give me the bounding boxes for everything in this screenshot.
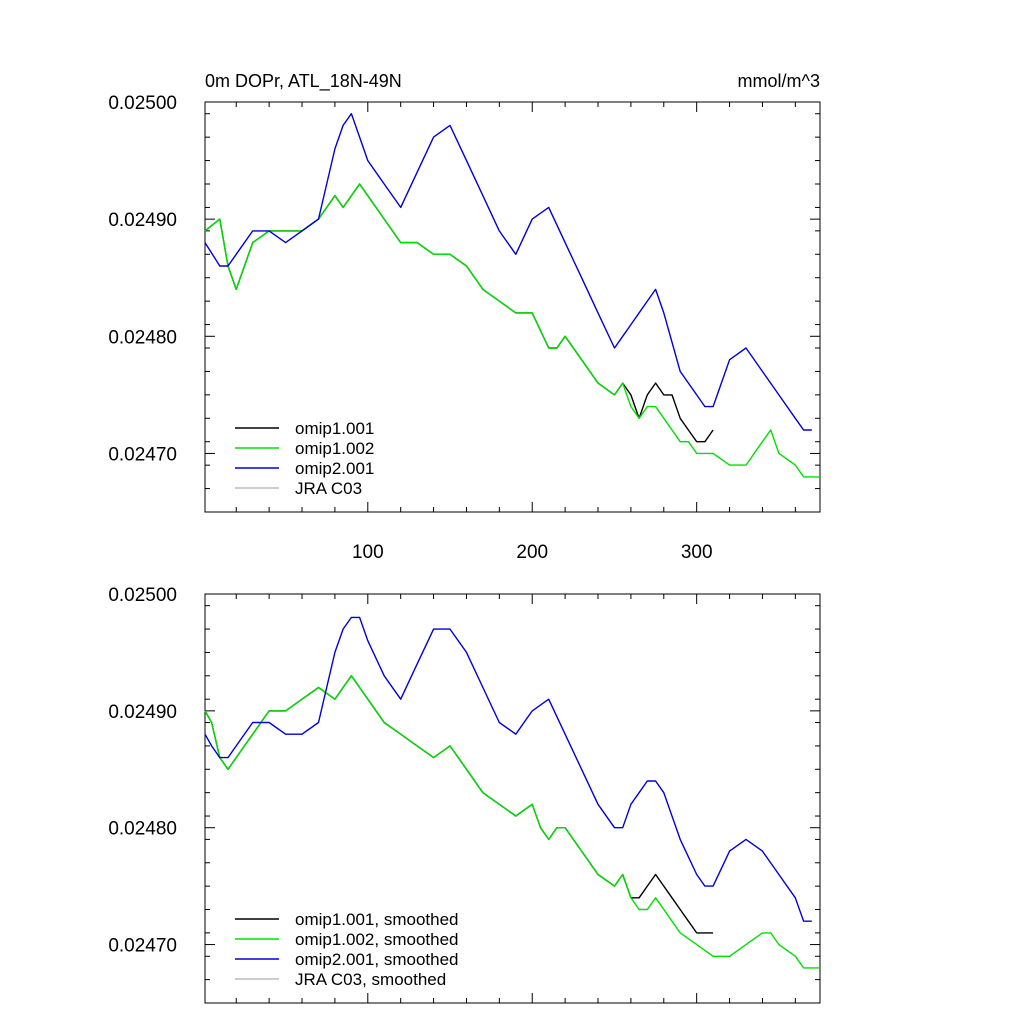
y-tick-label: 0.02480 [108,327,177,348]
legend-label: omip2.001, smoothed [295,950,459,969]
x-tick-label: 200 [516,542,548,563]
y-tick-label: 0.02470 [108,444,177,465]
bottom-panel: 0.02500 0.02490 0.02480 0.02470 omip1.001, s… [108,585,821,1004]
x-tick-label: 100 [352,542,384,563]
units-label: mmol/m^3 [738,71,820,91]
legend-label: omip1.001 [295,419,374,438]
series-line-0 [204,183,714,443]
y-tick-label: 0.02500 [108,93,177,114]
y-tick-label: 0.02490 [108,702,177,723]
plot-frame [204,101,821,513]
legend-label: omip1.002 [295,439,374,458]
series-line-1 [204,183,820,478]
series-line-2 [204,616,812,922]
legend-label: JRA C03, smoothed [295,970,446,989]
legend-label: omip2.001 [295,459,374,478]
plot-frame [204,593,821,1004]
series-line-1 [204,675,820,969]
legend-label: omip1.002, smoothed [295,930,459,949]
chart-title: 0m DOPr, ATL_18N-49N [205,71,402,92]
series-line-0 [204,675,714,934]
y-tick-label: 0.02480 [108,819,177,840]
series-line-2 [204,112,812,431]
legend-label: JRA C03 [295,479,362,498]
legend-label: omip1.001, smoothed [295,910,459,929]
x-tick-label: 300 [681,542,713,563]
y-tick-label: 0.02470 [108,936,177,957]
y-tick-label: 0.02500 [108,585,177,606]
top-panel: 0.02500 0.02490 0.02480 0.02470 100 200 300 omi… [108,93,821,563]
y-tick-label: 0.02490 [108,210,177,231]
